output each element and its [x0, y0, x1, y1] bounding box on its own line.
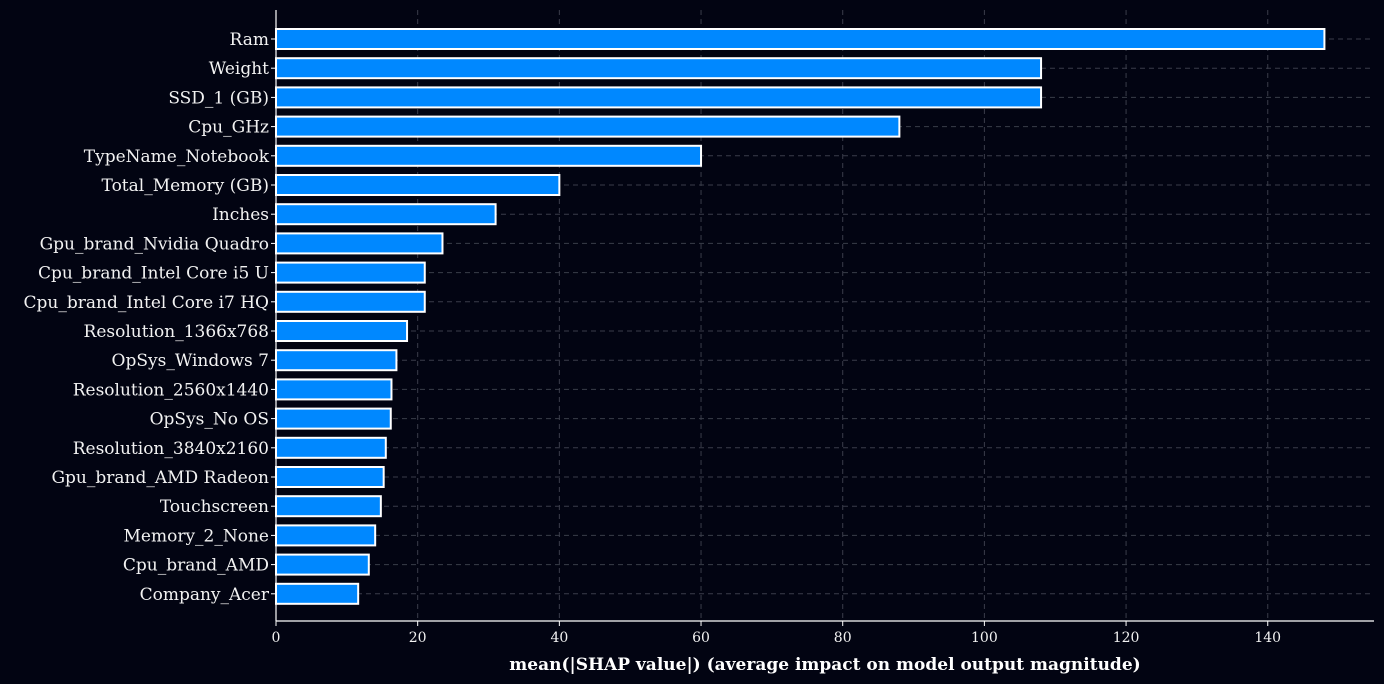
- bar: [275, 378, 393, 401]
- feature-label: Company_Acer: [140, 585, 270, 605]
- bar: [275, 232, 444, 255]
- feature-label: Cpu_brand_Intel Core i7 HQ: [24, 293, 269, 313]
- feature-label: Ram: [230, 30, 269, 50]
- x-tick-label: 0: [272, 630, 281, 646]
- bar: [275, 524, 377, 547]
- bar: [275, 144, 703, 167]
- x-tick-label: 80: [834, 630, 852, 646]
- bar: [275, 349, 398, 372]
- x-tick-label: 20: [409, 630, 427, 646]
- bars: [275, 28, 1326, 605]
- bar: [275, 582, 360, 605]
- x-tick-label: 60: [692, 630, 710, 646]
- bar: [275, 407, 392, 430]
- bar: [275, 28, 1326, 50]
- bar: [275, 86, 1043, 109]
- x-axis-title: mean(|SHAP value|) (average impact on mo…: [509, 655, 1140, 675]
- axes: [275, 10, 1374, 622]
- x-tick-label: 40: [550, 630, 568, 646]
- feature-label: OpSys_Windows 7: [112, 351, 269, 371]
- feature-label: Inches: [212, 205, 269, 225]
- bar: [275, 174, 561, 196]
- feature-label: OpSys_No OS: [150, 410, 269, 430]
- feature-label: Touchscreen: [160, 497, 269, 517]
- bar: [275, 495, 382, 518]
- feature-label: Memory_2_None: [124, 526, 270, 546]
- feature-label: TypeName_Notebook: [84, 147, 270, 167]
- feature-label: Cpu_brand_AMD: [123, 556, 269, 576]
- x-tick-label: 120: [1113, 630, 1140, 646]
- feature-labels: Ram Weight SSD_1 (GB) Cpu_GHz TypeName_Noteb…: [24, 30, 276, 605]
- bar: [275, 290, 426, 313]
- feature-label: Resolution_2560x1440: [73, 380, 269, 400]
- feature-label: Gpu_brand_AMD Radeon: [51, 468, 269, 488]
- bar: [275, 553, 370, 576]
- x-tick-labels: 0 20 40 60 80 100 120 140: [272, 621, 1281, 646]
- feature-label: Weight: [209, 59, 269, 79]
- bar: [275, 261, 426, 284]
- bar: [275, 57, 1043, 80]
- feature-label: Resolution_1366x768: [84, 322, 269, 342]
- bar: [275, 203, 497, 226]
- feature-label: Cpu_brand_Intel Core i5 U: [38, 264, 269, 284]
- feature-label: Total_Memory (GB): [102, 176, 269, 196]
- bar: [275, 320, 409, 342]
- bar: [275, 466, 385, 488]
- feature-label: Resolution_3840x2160: [73, 439, 269, 459]
- feature-label: Cpu_GHz: [188, 118, 269, 138]
- x-tick-label: 140: [1254, 630, 1281, 646]
- bar: [275, 436, 387, 459]
- feature-label: Gpu_brand_Nvidia Quadro: [40, 234, 269, 254]
- x-tick-label: 100: [971, 630, 998, 646]
- bar: [275, 115, 901, 138]
- feature-label: SSD_1 (GB): [168, 88, 269, 108]
